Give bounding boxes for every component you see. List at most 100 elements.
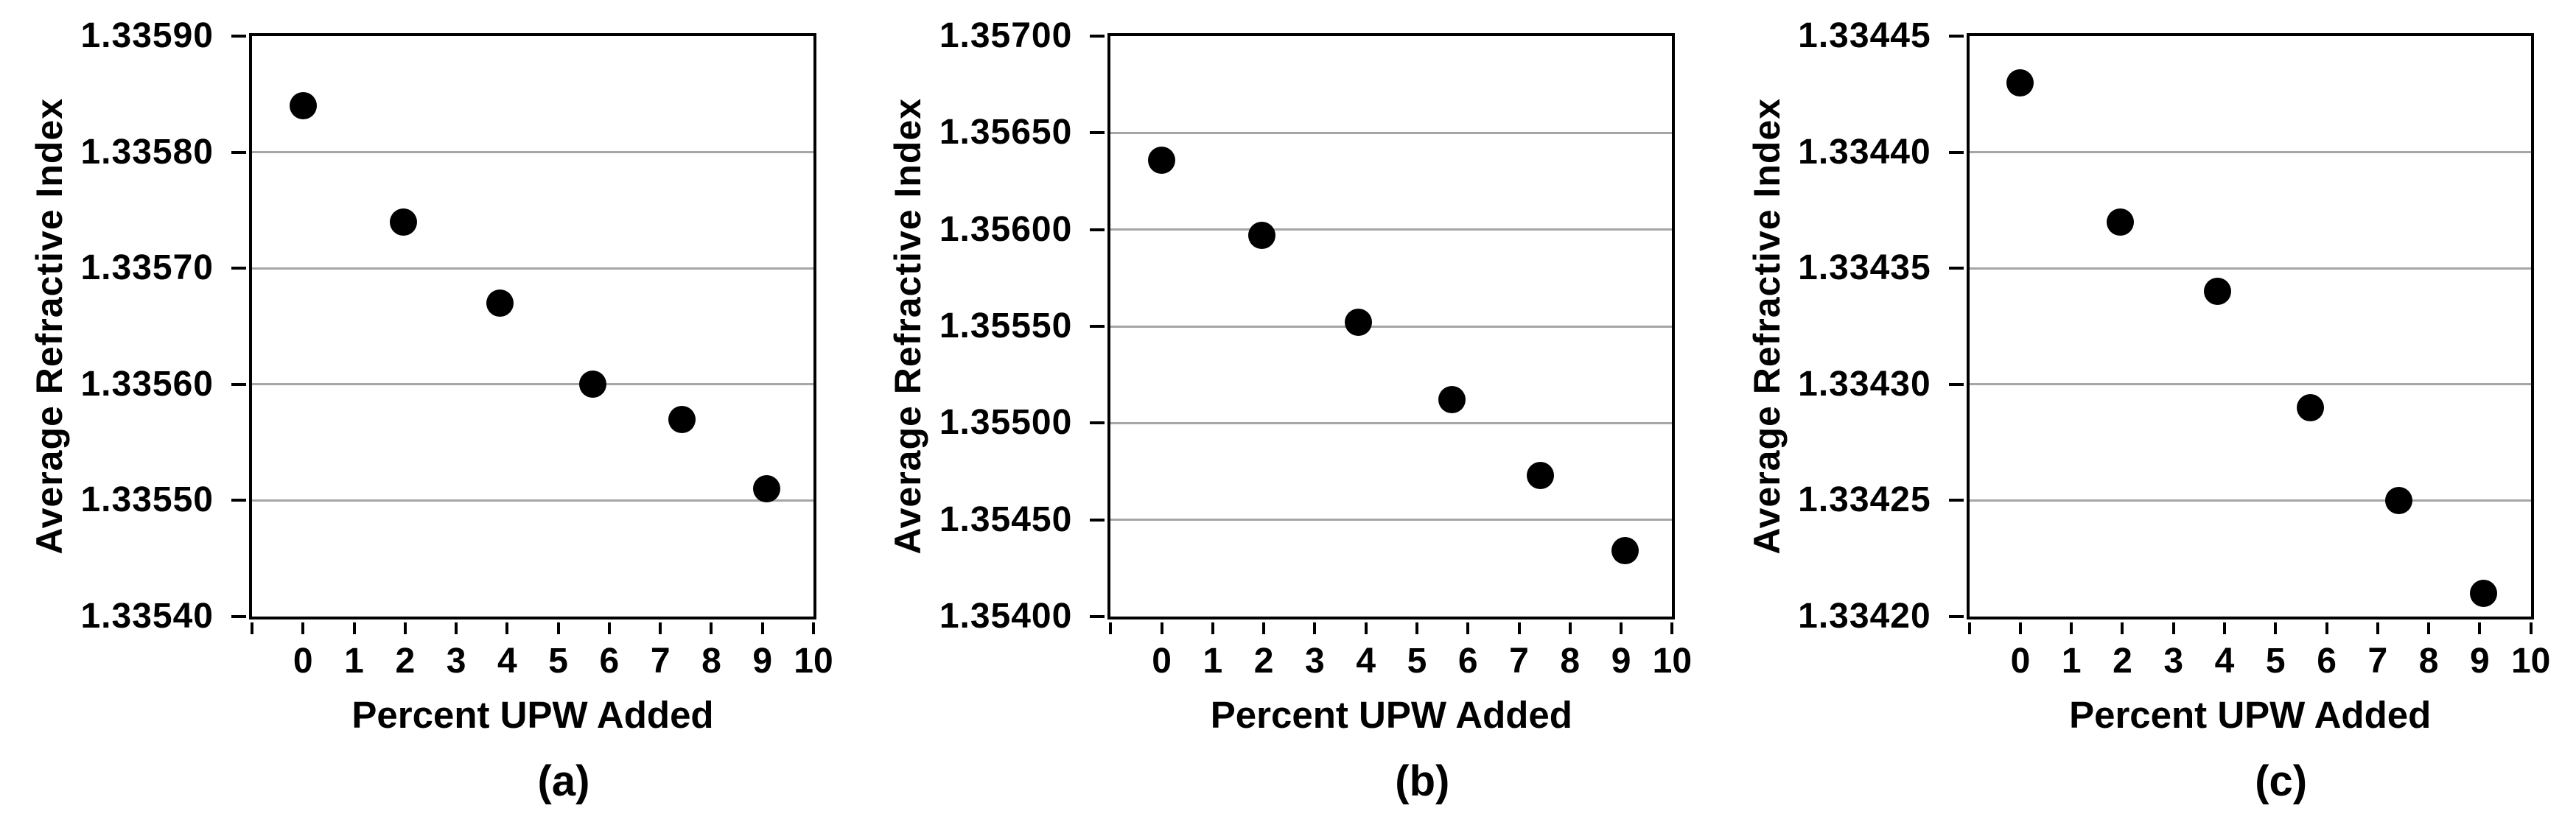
x-tick-label: 8	[701, 642, 721, 681]
x-tick-label: 1	[344, 642, 364, 681]
y-axis-tick	[1090, 615, 1105, 618]
gridline	[1110, 131, 1673, 134]
x-axis-tick	[2478, 622, 2482, 634]
x-tick-label: 0	[1152, 642, 1172, 681]
x-tick-label: 4	[2214, 642, 2235, 681]
data-point	[2107, 208, 2135, 236]
y-axis-tick	[1090, 228, 1105, 231]
chart-panel-b: Average Refractive Index Percent UPW Add…	[858, 0, 1717, 839]
x-axis-tick	[1262, 622, 1266, 634]
x-tick-label: 10	[794, 642, 833, 681]
x-axis-tick	[2121, 622, 2124, 634]
x-axis-tick	[2171, 622, 2175, 634]
x-tick-label: 5	[2265, 642, 2286, 681]
x-axis-tick	[505, 622, 509, 634]
y-axis-tick	[1090, 325, 1105, 328]
x-axis-tick	[760, 622, 764, 634]
data-point	[289, 92, 317, 120]
y-axis-tick	[1948, 615, 1964, 618]
y-tick-label: 1.35550	[939, 306, 1073, 345]
x-axis-tick	[1568, 622, 1572, 634]
y-tick-label: 1.33440	[1798, 132, 1931, 172]
data-point	[2006, 69, 2034, 96]
data-point	[2296, 393, 2324, 421]
y-axis-tick	[231, 35, 246, 38]
chart-panel-c: Average Refractive Index Percent UPW Add…	[1718, 0, 2576, 839]
x-tick-label: 2	[1253, 642, 1274, 681]
x-axis-tick	[1313, 622, 1317, 634]
y-axis-tick	[1090, 131, 1105, 135]
panel-caption: (c)	[2255, 757, 2308, 805]
y-tick-label: 1.33435	[1798, 248, 1931, 288]
x-tick-label: 7	[650, 642, 671, 681]
x-axis-tick	[2427, 622, 2431, 634]
plot-area	[231, 33, 816, 634]
y-tick-label: 1.35600	[939, 209, 1073, 249]
x-axis-tick	[352, 622, 356, 634]
x-tick-label: 0	[2010, 642, 2031, 681]
y-axis-title: Average Refractive Index	[1744, 33, 1790, 619]
x-axis-tick	[2376, 622, 2379, 634]
x-axis-tick	[1415, 622, 1418, 634]
x-tick-label: 7	[1509, 642, 1529, 681]
x-tick-label: 4	[1356, 642, 1376, 681]
x-axis-tick	[556, 622, 560, 634]
y-tick-label: 1.33580	[80, 132, 214, 172]
x-axis-tick	[2325, 622, 2328, 634]
y-axis-tick	[1090, 518, 1105, 522]
gridline	[1110, 519, 1673, 522]
x-axis-tick	[2018, 622, 2022, 634]
x-axis-tick	[812, 622, 815, 634]
gridline	[1110, 228, 1673, 231]
gridline	[252, 499, 813, 502]
y-tick-label: 1.33420	[1798, 597, 1931, 636]
y-axis-tick	[231, 267, 246, 270]
y-tick-label: 1.35450	[939, 499, 1073, 539]
x-tick-label: 4	[497, 642, 517, 681]
gridline	[1969, 499, 2531, 502]
y-axis-tick	[231, 615, 246, 618]
x-tick-label: 3	[2163, 642, 2184, 681]
data-point	[1438, 386, 1466, 414]
x-axis-tick	[1517, 622, 1521, 634]
x-axis-tick	[1466, 622, 1470, 634]
y-tick-label: 1.33430	[1798, 364, 1931, 404]
y-axis-tick	[1090, 421, 1105, 425]
x-axis-tick	[2070, 622, 2073, 634]
x-axis-tick	[607, 622, 611, 634]
panel-caption: (a)	[537, 757, 590, 805]
x-tick-label: 6	[599, 642, 620, 681]
x-axis-tick	[659, 622, 662, 634]
x-tick-label: 5	[548, 642, 568, 681]
y-tick-label: 1.33540	[80, 597, 214, 636]
data-point	[752, 475, 780, 503]
x-axis-tick	[301, 622, 305, 634]
x-tick-label: 6	[2317, 642, 2337, 681]
x-tick-label: 9	[1611, 642, 1631, 681]
x-tick-label: 1	[1203, 642, 1223, 681]
y-axis-tick	[1948, 267, 1964, 270]
gridline	[252, 267, 813, 270]
x-axis-tick	[1670, 622, 1674, 634]
data-point	[1345, 309, 1373, 337]
x-axis-tick	[2529, 622, 2533, 634]
y-axis-tick	[1948, 499, 1964, 502]
gridline	[252, 151, 813, 154]
x-axis-tick	[1620, 622, 1623, 634]
x-axis-tick	[403, 622, 407, 634]
x-axis-tick	[1211, 622, 1214, 634]
y-tick-label: 1.35700	[939, 16, 1073, 55]
x-axis-tick	[710, 622, 713, 634]
y-tick-label: 1.35650	[939, 113, 1073, 152]
gridline	[252, 383, 813, 386]
data-point	[486, 289, 514, 317]
x-tick-label: 3	[1305, 642, 1325, 681]
y-tick-label: 1.33570	[80, 248, 214, 288]
x-axis-tick	[251, 622, 253, 634]
x-axis-tick	[2223, 622, 2227, 634]
y-tick-label: 1.33590	[80, 16, 214, 55]
x-axis-title: Percent UPW Added	[1210, 694, 1572, 736]
x-axis-tick	[1967, 622, 1971, 634]
y-tick-label: 1.33560	[80, 364, 214, 404]
